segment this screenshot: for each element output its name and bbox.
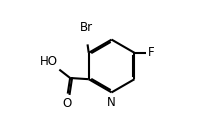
Text: O: O — [62, 97, 72, 110]
Text: Br: Br — [80, 21, 93, 34]
Text: HO: HO — [40, 55, 58, 68]
Text: N: N — [107, 96, 116, 109]
Text: F: F — [148, 46, 154, 59]
